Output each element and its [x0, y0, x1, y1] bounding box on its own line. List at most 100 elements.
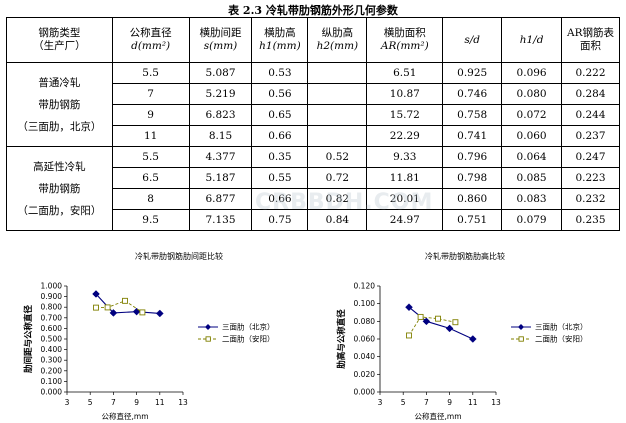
y-tick-label: 0.500 [41, 335, 63, 344]
table-cell: 5.187 [188, 167, 253, 189]
table-cell: 0.53 [251, 62, 309, 84]
data-point [452, 319, 459, 326]
series-line [95, 293, 160, 315]
table-cell: 5.087 [188, 62, 253, 84]
table-cell: 0.746 [442, 83, 503, 105]
data-point [122, 297, 128, 304]
rebar-type-line: （二面肋，安阳） [17, 204, 102, 217]
y-tick-label: 0.060 [354, 335, 376, 344]
series-line [408, 306, 474, 340]
table-row: 9.5 7.135 0.75 0.84 24.97 0.751 0.079 0.235 [7, 209, 620, 231]
table-cell: 0.232 [561, 188, 620, 210]
table-cell: 9.5 [111, 209, 190, 231]
x-axis-label: 公称直径,mm [102, 411, 149, 421]
header-diameter: 公称直径 d(mm²) [111, 17, 190, 63]
table-cell: 0.72 [307, 167, 368, 189]
data-point [93, 304, 99, 311]
table-cell: 11 [111, 125, 190, 147]
table-cell: 0.796 [442, 146, 503, 168]
y-axis-label: 肋高与公称直径 [336, 309, 347, 369]
header-rib-area: 横肋面积 AR(mm²) [366, 17, 444, 63]
table-cell: 0.060 [501, 125, 563, 147]
table-cell: 0.758 [442, 104, 503, 126]
data-point [92, 290, 100, 298]
legend-marker [205, 336, 211, 342]
data-point [139, 309, 146, 316]
table-cell: 0.798 [442, 167, 503, 189]
table-cell: 0.35 [251, 146, 309, 168]
x-axis-label: 公称直径,mm [415, 411, 462, 421]
legend-label: 三面肋（北京） [222, 322, 275, 332]
table-cell: 9 [111, 104, 190, 126]
header-transverse-height: 横肋高 h1(mm) [251, 17, 309, 63]
data-point [109, 309, 118, 317]
table-cell: 15.72 [366, 104, 444, 126]
table-cell: 24.97 [366, 209, 444, 231]
table-row: 高延性冷轧 带肋钢筋 （二面肋，安阳） 5.5 4.377 0.35 0.52 9.33 0.7… [6, 146, 620, 231]
table-cell: 0.235 [561, 209, 620, 231]
table-row: 8 6.877 0.66 0.82 20.01 0.860 0.083 0.232 [7, 188, 620, 210]
x-tick-label: 5 [401, 398, 406, 407]
table-cell: 0.66 [251, 125, 309, 147]
table-cell: 0.860 [442, 188, 503, 210]
y-tick-label: 0.900 [41, 292, 63, 301]
table-cell: 5.5 [111, 62, 190, 84]
legend-label: 二面肋（安阳） [222, 334, 275, 344]
series-line [95, 300, 143, 313]
table-cell: 6.51 [366, 62, 444, 84]
table-cell: 0.247 [561, 146, 620, 168]
y-tick-label: 0.600 [41, 324, 63, 333]
legend-label: 二面肋（安阳） [535, 334, 588, 344]
table-cell [307, 104, 368, 126]
table-cell: 0.84 [307, 209, 368, 231]
data-point [417, 313, 424, 320]
table-cell: 22.29 [366, 125, 444, 147]
data-point [435, 315, 441, 322]
table-cell: 6.823 [188, 104, 253, 126]
table-cell: 0.080 [501, 83, 563, 105]
rebar-type-cell: 普通冷轧 带肋钢筋 （三面肋，北京） [6, 62, 113, 147]
y-tick-label: 0.100 [354, 299, 376, 308]
x-tick-label: 5 [88, 398, 93, 407]
table-cell: 0.925 [442, 62, 503, 84]
y-tick-label: 0.400 [41, 345, 63, 354]
y-tick-label: 1.000 [41, 282, 63, 291]
table-cell: 5.219 [188, 83, 253, 105]
table-header-row: 钢筋类型 （生产厂） 公称直径 d(mm²) 横肋间距 s(mm) 横肋高 h1… [6, 17, 620, 63]
table-cell [307, 62, 368, 84]
header-longitudinal-height: 纵肋高 h2(mm) [307, 17, 368, 63]
x-tick-label: 3 [378, 398, 383, 407]
table-row: 6.5 5.187 0.55 0.72 11.81 0.798 0.085 0.223 [7, 167, 620, 189]
table-cell: 0.096 [501, 62, 563, 84]
table-row: 普通冷轧 带肋钢筋 （三面肋，北京） 5.5 5.087 0.53 6.51 0.925 0.0… [6, 62, 620, 147]
data-point [468, 335, 477, 343]
table-cell: 0.75 [251, 209, 309, 231]
table-cell: 0.52 [307, 146, 368, 168]
header-spacing: 横肋间距 s(mm) [188, 17, 253, 63]
header-area-ratio: AR钢筋表 面积 [561, 17, 620, 63]
y-tick-label: 0.080 [354, 317, 376, 326]
data-point [405, 303, 413, 312]
x-tick-label: 7 [424, 398, 429, 407]
table-title: 表 2.3 冷轧带肋钢筋外形几何参数 [228, 4, 398, 17]
y-tick-label: 0.000 [354, 388, 376, 397]
table-cell: 0.244 [561, 104, 620, 126]
data-point [445, 324, 454, 333]
y-tick-label: 0.000 [41, 388, 63, 397]
y-tick-label: 0.120 [354, 282, 376, 291]
table-cell: 0.079 [501, 209, 563, 231]
table-cell: 0.072 [501, 104, 563, 126]
y-tick-label: 0.700 [41, 313, 63, 322]
table-cell: 10.87 [366, 83, 444, 105]
legend-marker [518, 336, 524, 342]
table-cell: 0.66 [251, 188, 309, 210]
table-cell: 0.223 [561, 167, 620, 189]
x-tick-label: 11 [155, 398, 165, 407]
table-cell: 8 [111, 188, 190, 210]
table-cell: 7.135 [188, 209, 253, 231]
table-cell: 0.55 [251, 167, 309, 189]
data-point [155, 309, 164, 318]
table-cell: 0.56 [251, 83, 309, 105]
table-cell: 7 [111, 83, 190, 105]
